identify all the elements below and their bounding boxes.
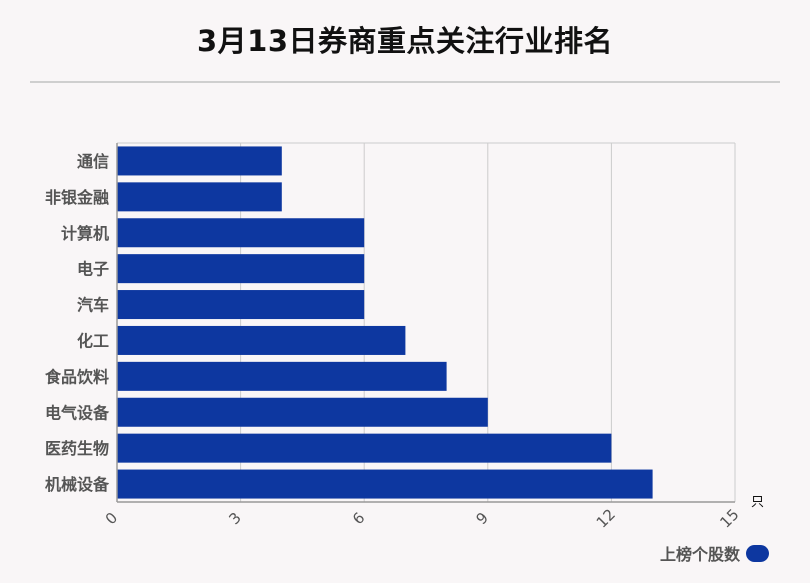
x-tick-label: 15	[716, 505, 742, 531]
x-tick-label: 0	[102, 509, 121, 528]
bar[interactable]	[117, 182, 282, 212]
y-category-label: 电子	[77, 260, 109, 279]
y-category-label: 医药生物	[45, 439, 109, 458]
x-unit-label: 只	[751, 495, 764, 510]
y-category-label: 非银金融	[45, 188, 109, 207]
bar[interactable]	[117, 218, 365, 248]
bar[interactable]	[117, 325, 406, 355]
y-category-label: 通信	[77, 152, 109, 171]
bar[interactable]	[117, 146, 282, 176]
bars	[117, 146, 653, 499]
legend-label: 上榜个股数	[659, 545, 740, 564]
y-category-label: 电气设备	[45, 403, 110, 422]
x-tick-label: 9	[473, 509, 492, 528]
axes	[116, 143, 735, 503]
bar[interactable]	[117, 254, 365, 284]
y-category-label: 化工	[77, 331, 109, 350]
y-category-label: 汽车	[77, 296, 109, 315]
x-tick-label: 6	[349, 509, 368, 528]
bar[interactable]	[117, 397, 488, 427]
y-category-label: 食品饮料	[44, 367, 109, 386]
title-divider	[30, 81, 780, 83]
bar[interactable]	[117, 469, 653, 499]
bar[interactable]	[117, 361, 447, 391]
tick-labels: 0 3 6 9 12 15 只	[102, 495, 764, 532]
x-tick-label: 12	[593, 505, 619, 531]
legend[interactable]: 上榜个股数	[660, 541, 769, 565]
y-category-label: 计算机	[61, 224, 109, 243]
bar[interactable]	[117, 290, 365, 320]
y-category-label: 机械设备	[45, 475, 110, 494]
chart-title: 3月13日券商重点关注行业排名	[196, 24, 614, 58]
legend-swatch	[746, 544, 769, 562]
bar[interactable]	[117, 433, 612, 463]
x-tick-label: 3	[225, 509, 244, 528]
